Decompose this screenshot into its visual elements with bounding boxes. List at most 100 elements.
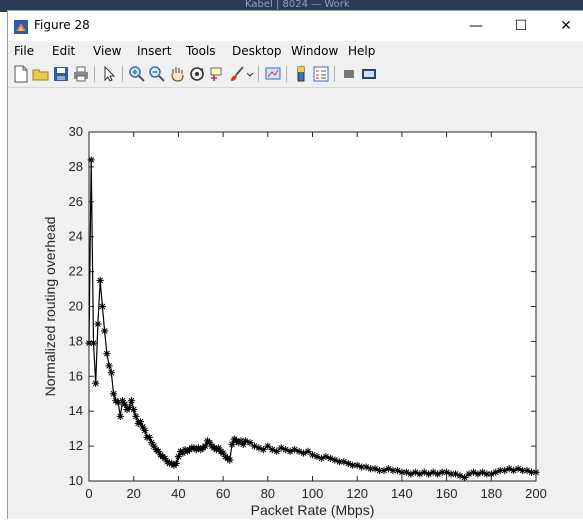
y-tick-label: 24 (69, 229, 83, 244)
data-point-marker (241, 437, 250, 445)
data-point-marker (219, 449, 227, 457)
data-point-marker (226, 456, 234, 464)
data-point-marker (255, 444, 263, 452)
print-icon[interactable] (72, 65, 90, 83)
data-point-marker (308, 451, 317, 459)
x-tick-label: 80 (261, 486, 275, 501)
x-tick-label: 200 (525, 486, 547, 501)
data-point-marker (313, 452, 321, 461)
x-tick-label: 140 (391, 486, 413, 501)
data-point-marker (527, 468, 536, 476)
data-point-marker (114, 398, 122, 407)
data-point-marker (85, 339, 93, 347)
save-icon[interactable] (52, 65, 70, 83)
menu-insert[interactable]: Insert (137, 44, 172, 58)
data-point-marker (101, 327, 109, 335)
data-point-marker (447, 470, 455, 478)
data-point-marker (510, 466, 518, 475)
zoom-in-icon[interactable] (128, 65, 146, 83)
data-point-marker (514, 465, 522, 473)
background-window-title: Kabel | 8024 — Work (245, 0, 350, 10)
menu-file[interactable]: File (14, 44, 35, 58)
menu-edit[interactable]: Edit (52, 44, 76, 58)
x-axis-label: Packet Rate (Mbps) (251, 502, 375, 518)
data-point-marker (130, 405, 138, 414)
data-point-marker (402, 468, 410, 476)
data-point-marker (118, 397, 127, 405)
data-point-marker (107, 369, 115, 377)
x-tick-label: 180 (480, 486, 502, 501)
data-point-marker (478, 468, 486, 476)
data-point-marker (228, 440, 236, 448)
brush-icon[interactable] (228, 65, 246, 83)
data-point-marker (147, 439, 156, 447)
data-point-marker (103, 350, 111, 358)
maximize-button[interactable]: ☐ (514, 18, 528, 34)
data-point-marker (367, 465, 375, 473)
data-point-marker (92, 379, 100, 387)
data-point-marker (492, 468, 500, 476)
data-point-marker (496, 466, 504, 475)
new-figure-icon[interactable] (12, 65, 30, 83)
data-point-marker (380, 466, 388, 475)
x-tick-label: 40 (171, 486, 185, 501)
data-point-marker (349, 461, 357, 469)
title-bar[interactable]: Figure 28 — ☐ ✕ (8, 11, 583, 41)
x-tick-label: 100 (302, 486, 324, 501)
data-point-marker (416, 470, 424, 478)
data-point-marker (237, 437, 245, 445)
close-button[interactable]: ✕ (560, 18, 572, 34)
data-point-marker (87, 156, 95, 164)
y-tick-label: 20 (69, 299, 83, 314)
data-point-marker (264, 442, 272, 450)
minimize-button[interactable]: — (469, 18, 483, 34)
open-file-icon[interactable] (32, 65, 50, 83)
data-point-marker (322, 452, 330, 461)
data-point-marker (109, 390, 118, 398)
zoom-out-icon[interactable] (148, 65, 166, 83)
legend-icon[interactable] (312, 65, 330, 83)
data-point-marker (340, 458, 348, 466)
colorbar-icon[interactable] (292, 65, 310, 83)
data-point-marker (127, 397, 136, 405)
data-point-marker (398, 468, 406, 476)
y-tick-label: 30 (69, 124, 83, 139)
data-point-marker (273, 447, 281, 455)
data-point-marker (259, 445, 267, 454)
figure-toolbar (8, 61, 583, 88)
data-point-marker (358, 463, 366, 471)
rotate-3d-icon[interactable] (188, 65, 206, 83)
menu-desktop[interactable]: Desktop (232, 44, 282, 58)
data-point-marker (96, 276, 104, 284)
figure-canvas[interactable]: 0 20 40 60 80 100 120 140 160 180 200 10 12 14 16 18 20 2… (8, 88, 583, 519)
y-tick-label: 18 (69, 333, 83, 348)
data-point-marker (407, 470, 415, 478)
data-point-marker (145, 433, 153, 441)
data-point-marker (116, 412, 124, 421)
menu-help[interactable]: Help (348, 44, 376, 58)
menu-tools[interactable]: Tools (186, 44, 216, 58)
line-chart[interactable]: 0 20 40 60 80 100 120 140 160 180 200 10 12 14 16 18 20 2… (8, 88, 583, 519)
window-title: Figure 28 (34, 18, 90, 32)
data-point-marker (420, 468, 428, 476)
data-point-marker (434, 470, 442, 478)
data-point-marker (286, 447, 294, 455)
data-point-marker (518, 466, 527, 475)
data-point-marker (384, 465, 393, 473)
data-cursor-icon[interactable] (208, 65, 226, 83)
data-point-marker (429, 468, 437, 476)
select-arrow-icon[interactable] (100, 65, 118, 83)
y-tick-label: 10 (69, 473, 83, 488)
menu-view[interactable]: View (93, 44, 122, 58)
pan-hand-icon[interactable] (168, 65, 186, 83)
figure-window: Figure 28 — ☐ ✕ File Edit View Insert To… (7, 10, 583, 519)
link-plot-icon[interactable] (264, 65, 282, 83)
data-point-marker (215, 444, 223, 452)
hide-plot-tools-icon[interactable] (340, 65, 358, 83)
chevron-down-icon[interactable] (246, 65, 264, 83)
show-plot-tools-icon[interactable] (360, 65, 378, 83)
data-point-marker (139, 423, 147, 431)
data-point-marker (172, 459, 180, 468)
menu-window[interactable]: Window (291, 44, 339, 58)
data-point-marker (532, 468, 540, 476)
